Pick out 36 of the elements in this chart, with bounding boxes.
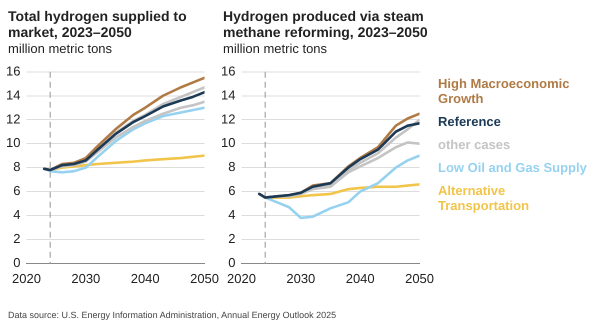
y-tick-label: 16 — [220, 63, 236, 78]
y-tick-label: 12 — [220, 111, 236, 126]
y-tick-label: 6 — [13, 183, 20, 198]
y-tick-label: 10 — [6, 135, 20, 150]
y-tick-label: 4 — [13, 207, 20, 222]
series-label: other cases — [438, 137, 512, 152]
y-tick-label: 10 — [220, 135, 236, 150]
y-tick-label: 16 — [6, 63, 20, 78]
chart-title: Hydrogen produced via steam methane reforming, 2023–2050 — [223, 8, 428, 40]
x-tick-label: 2050 — [405, 270, 434, 286]
x-tick-label: 2030 — [71, 270, 100, 286]
x-tick-label: 2030 — [286, 270, 316, 286]
series-label: Alternative Transportation — [438, 183, 530, 213]
y-tick-label: 14 — [6, 87, 20, 102]
y-tick-label: 2 — [13, 231, 20, 246]
y-tick-label: 14 — [220, 87, 236, 102]
chart-title: Total hydrogen supplied to market, 2023–2050 — [8, 8, 188, 40]
y-tick-label: 12 — [6, 111, 20, 126]
series-label: Reference — [438, 114, 502, 129]
y-tick-label: 0 — [228, 254, 236, 270]
chart-subtitle: million metric tons — [223, 41, 328, 56]
chart-subtitle: million metric tons — [8, 41, 112, 56]
x-tick-label: 2050 — [190, 270, 219, 286]
x-tick-label: 2020 — [227, 270, 256, 286]
y-tick-label: 6 — [228, 183, 236, 198]
y-tick-label: 0 — [13, 254, 20, 270]
series-label: Low Oil and Gas Supply — [438, 160, 588, 175]
y-tick-label: 8 — [13, 159, 20, 174]
y-tick-label: 4 — [228, 207, 236, 222]
y-tick-label: 8 — [228, 159, 236, 174]
x-tick-label: 2040 — [130, 270, 160, 286]
x-tick-label: 2040 — [346, 270, 375, 286]
source-note: Data source: U.S. Energy Information Administration, Annual Energy Outlook 2025 — [8, 310, 336, 320]
series-label: High Macroeconomic Growth — [438, 76, 570, 106]
y-tick-label: 2 — [228, 231, 236, 246]
x-tick-label: 2020 — [12, 270, 41, 286]
